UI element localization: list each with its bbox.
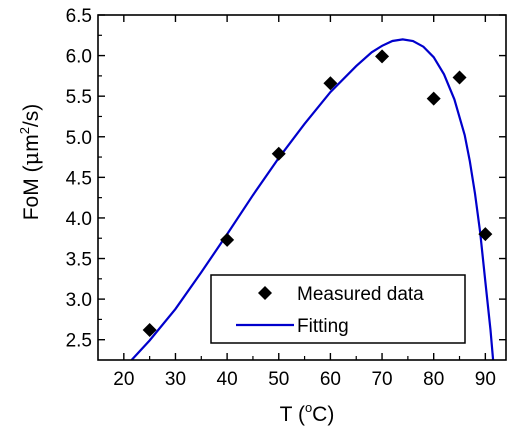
x-tick-label: 60 (320, 369, 341, 390)
x-tick-label: 80 (423, 369, 444, 390)
y-tick-label: 3.5 (66, 250, 92, 271)
measured-point (142, 322, 157, 337)
y-tick-label: 4.0 (66, 209, 92, 230)
measured-point (375, 49, 390, 64)
measured-point (478, 227, 493, 242)
legend-label-measured: Measured data (297, 284, 424, 305)
plot-layer (130, 38, 495, 360)
measured-point (271, 146, 286, 161)
x-tick-label: 20 (113, 369, 134, 390)
axes: 20 30 40 50 60 70 80 90 2.5 3.0 3.5 4.0 4.5 5.0 5.5 6.0… (66, 6, 506, 390)
x-axis-title: T (oC) (280, 400, 335, 426)
legend-box (210, 274, 466, 344)
y-tick-label: 5.0 (66, 128, 92, 149)
measured-point (452, 70, 467, 85)
x-tick-label: 90 (475, 369, 496, 390)
fitting-curve (130, 38, 495, 360)
y-tick-label: 3.0 (66, 290, 92, 311)
measured-point (323, 76, 338, 91)
y-tick-label: 6.0 (66, 47, 92, 68)
x-tick-label: 70 (371, 369, 392, 390)
y-tick-label: 5.5 (66, 87, 92, 108)
x-tick-label: 40 (217, 369, 238, 390)
x-tick-label: 30 (165, 369, 186, 390)
legend-marker-measured (258, 286, 272, 300)
measured-point (426, 91, 441, 106)
y-tick-label: 6.5 (66, 6, 92, 27)
legend-label-fitting: Fitting (297, 316, 349, 337)
legend: Measured data Fitting (210, 274, 466, 344)
y-tick-label: 4.5 (66, 168, 92, 189)
plot-frame (97, 14, 507, 361)
measured-point (220, 232, 235, 247)
y-axis-title: FoM (μm2/s) (17, 104, 43, 221)
x-tick-label: 50 (268, 369, 289, 390)
y-tick-label: 2.5 (66, 331, 92, 352)
